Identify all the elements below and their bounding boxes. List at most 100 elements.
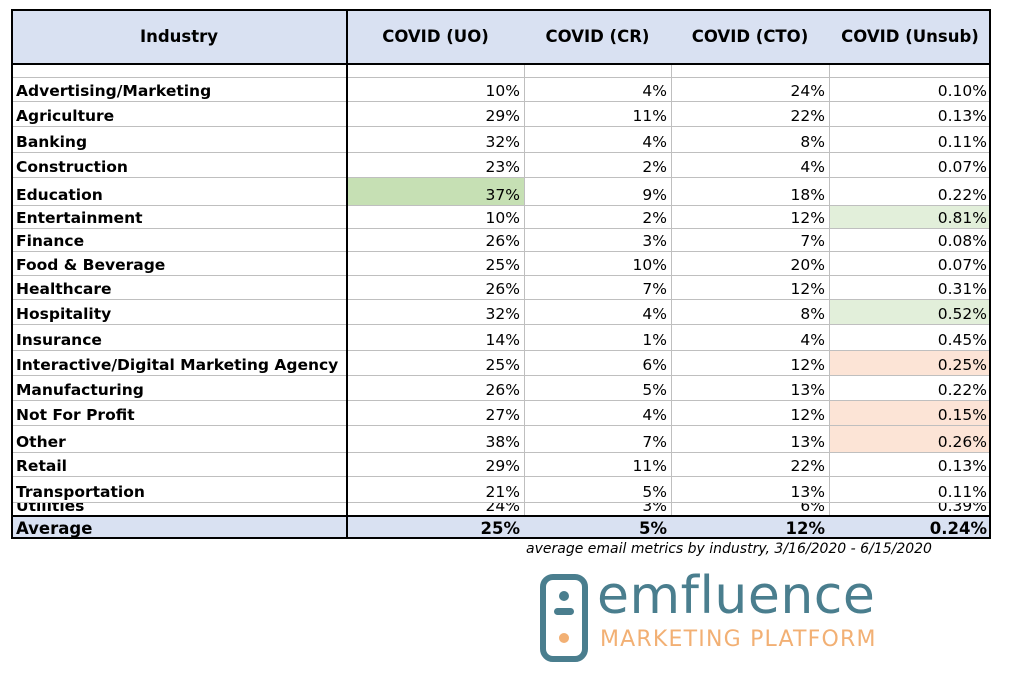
row-divider (11, 205, 991, 206)
row-divider (11, 275, 991, 276)
metric-cell-cr: 5% (642, 381, 667, 399)
metric-cell-cto: 12% (790, 406, 825, 424)
row-divider (11, 101, 991, 102)
metric-cell-unsub: 0.13% (937, 457, 987, 475)
brand-tagline: MARKETING PLATFORM (600, 627, 877, 652)
industry-cell: Hospitality (16, 305, 112, 323)
metric-cell-unsub: 0.15% (829, 400, 991, 425)
metric-cell-cto: 12% (790, 356, 825, 374)
row-divider (11, 324, 991, 325)
metric-cell-unsub: 0.26% (829, 425, 991, 452)
row-divider (11, 251, 991, 252)
metric-cell-cto: 12% (790, 209, 825, 227)
industry-cell: Banking (16, 133, 88, 151)
header-covid-cto: COVID (CTO) (691, 27, 809, 46)
metric-cell-uo: 32% (485, 133, 520, 151)
metric-cell-uo: 26% (485, 232, 520, 250)
emfluence-logo-icon (540, 574, 588, 662)
metric-cell-uo: 26% (485, 280, 520, 298)
metric-cell-cto: 12% (790, 280, 825, 298)
column-divider (524, 64, 525, 516)
metric-cell-cr: 4% (642, 133, 667, 151)
metric-cell-unsub: 0.13% (937, 107, 987, 125)
header-metrics-band (347, 9, 991, 64)
metric-cell-unsub: 0.07% (937, 256, 987, 274)
metric-cell-cto: 22% (790, 457, 825, 475)
brand-name: emfluence (597, 566, 876, 626)
metric-cell-uo: 32% (485, 305, 520, 323)
metric-cell-cr: 4% (642, 406, 667, 424)
average-label: Average (11, 516, 347, 539)
metric-cell-uo: 24% (485, 502, 520, 515)
row-divider (11, 228, 991, 229)
row-divider (11, 126, 991, 127)
row-divider (11, 476, 991, 477)
row-divider (11, 452, 991, 453)
metric-cell-cto: 7% (800, 232, 825, 250)
header-covid-uo: COVID (UO) (382, 27, 489, 46)
metric-cell-unsub: 0.08% (937, 232, 987, 250)
metric-cell-unsub: 0.31% (937, 280, 987, 298)
metric-cell-unsub: 0.22% (937, 381, 987, 399)
industry-cell: Healthcare (16, 280, 112, 298)
average-uo: 25% (347, 516, 524, 539)
metric-cell-uo: 38% (485, 433, 520, 451)
metric-cell-unsub: 0.07% (937, 158, 987, 176)
metric-cell-cr: 3% (642, 502, 667, 515)
average-cto: 12% (671, 516, 829, 539)
metric-cell-unsub: 0.45% (937, 331, 987, 349)
metric-cell-cto: 13% (790, 433, 825, 451)
row-divider (11, 502, 991, 503)
metric-cell-cr: 9% (642, 186, 667, 204)
row-divider (11, 152, 991, 153)
metric-cell-unsub: 0.10% (937, 82, 987, 100)
metric-cell-unsub: 0.25% (829, 350, 991, 375)
metric-cell-cto: 8% (800, 305, 825, 323)
metric-cell-cto: 22% (790, 107, 825, 125)
row-divider (11, 350, 991, 351)
metric-cell-cr: 4% (642, 82, 667, 100)
industry-cell: Other (16, 433, 66, 451)
metric-cell-cto: 4% (800, 331, 825, 349)
metric-cell-uo: 37% (347, 177, 524, 205)
header-covid-unsub: COVID (Unsub) (841, 27, 979, 46)
metric-cell-cr: 11% (632, 107, 667, 125)
metric-cell-cto: 4% (800, 158, 825, 176)
metric-cell-uo: 29% (485, 457, 520, 475)
industry-cell: Utilities (16, 502, 85, 515)
industry-cell: Advertising/Marketing (16, 82, 212, 100)
metric-cell-cr: 4% (642, 305, 667, 323)
metric-cell-cto: 13% (790, 381, 825, 399)
row-divider (11, 177, 991, 178)
industry-cell: Insurance (16, 331, 102, 349)
metric-cell-cr: 5% (642, 483, 667, 501)
metric-cell-cto: 6% (800, 502, 825, 515)
industry-cell: Education (16, 186, 103, 204)
header-industry: Industry (11, 9, 347, 64)
table-caption: average email metrics by industry, 3/16/… (526, 541, 932, 557)
metric-cell-cr: 6% (642, 356, 667, 374)
metric-cell-uo: 25% (485, 356, 520, 374)
industry-cell: Agriculture (16, 107, 115, 125)
industry-cell: Entertainment (16, 209, 143, 227)
row-divider (11, 375, 991, 376)
metric-cell-cr: 2% (642, 158, 667, 176)
metric-cell-cr: 3% (642, 232, 667, 250)
row-divider (11, 77, 991, 78)
metric-cell-uo: 14% (485, 331, 520, 349)
metric-cell-cto: 13% (790, 483, 825, 501)
average-cr: 5% (524, 516, 671, 539)
metric-cell-uo: 10% (485, 209, 520, 227)
industry-cell: Construction (16, 158, 128, 176)
metric-cell-unsub: 0.11% (937, 133, 987, 151)
metric-cell-uo: 25% (485, 256, 520, 274)
metric-cell-cr: 11% (632, 457, 667, 475)
metric-cell-uo: 26% (485, 381, 520, 399)
metric-cell-cr: 2% (642, 209, 667, 227)
row-divider (11, 299, 991, 300)
metric-cell-unsub: 0.11% (937, 483, 987, 501)
industry-cell: Not For Profit (16, 406, 135, 424)
metric-cell-uo: 27% (485, 406, 520, 424)
average-unsub: 0.24% (829, 516, 991, 539)
row-divider (11, 400, 991, 401)
